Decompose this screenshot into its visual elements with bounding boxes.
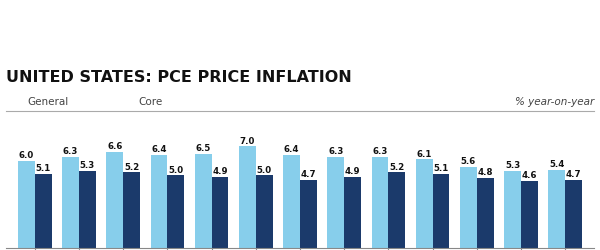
Bar [300,180,317,248]
Text: 6.5: 6.5 [196,144,211,153]
Text: 4.9: 4.9 [212,167,228,176]
Text: 6.3: 6.3 [328,147,343,156]
Bar [477,178,494,248]
Text: 5.4: 5.4 [549,160,565,169]
Text: 6.3: 6.3 [63,147,78,156]
Text: UNITED STATES: PCE PRICE INFLATION: UNITED STATES: PCE PRICE INFLATION [6,70,352,85]
Text: CHART 1: CHART 1 [14,14,61,24]
Bar [388,172,405,248]
Bar [106,152,123,248]
Bar [433,174,449,248]
Bar [565,180,582,248]
Text: 5.1: 5.1 [433,164,449,173]
Bar [18,161,35,248]
Text: 5.3: 5.3 [80,161,95,170]
Bar [371,156,388,248]
Bar [504,171,521,248]
Text: 4.7: 4.7 [301,170,316,179]
Text: 5.0: 5.0 [168,166,184,174]
Bar [35,174,52,248]
Bar [344,177,361,248]
Text: 6.1: 6.1 [416,150,432,159]
Text: 4.8: 4.8 [478,168,493,177]
Text: 5.3: 5.3 [505,161,520,170]
Bar [79,171,96,248]
Bar [212,177,229,248]
Text: 6.4: 6.4 [284,145,299,154]
Bar [167,175,184,248]
Text: 4.6: 4.6 [522,171,537,180]
Text: 5.1: 5.1 [35,164,51,173]
Text: 5.0: 5.0 [257,166,272,174]
Bar [416,160,433,248]
Text: 6.3: 6.3 [373,147,388,156]
Bar [239,146,256,248]
Text: General: General [27,98,68,108]
Text: 6.4: 6.4 [151,145,167,154]
Bar [123,172,140,248]
Bar [460,166,477,248]
Text: 5.2: 5.2 [124,163,139,172]
Bar [151,155,167,248]
Text: 6.6: 6.6 [107,142,122,152]
Text: Core: Core [138,98,162,108]
Bar [328,156,344,248]
Text: 4.7: 4.7 [566,170,581,179]
Bar [62,156,79,248]
Bar [521,181,538,248]
Text: 5.6: 5.6 [461,157,476,166]
Bar [283,155,300,248]
Text: 6.0: 6.0 [19,151,34,160]
Text: 7.0: 7.0 [240,137,255,146]
Bar [548,170,565,248]
Text: 5.2: 5.2 [389,163,404,172]
Bar [256,175,272,248]
Bar [195,154,212,248]
Text: 4.9: 4.9 [345,167,361,176]
Text: % year-on-year: % year-on-year [515,98,594,108]
